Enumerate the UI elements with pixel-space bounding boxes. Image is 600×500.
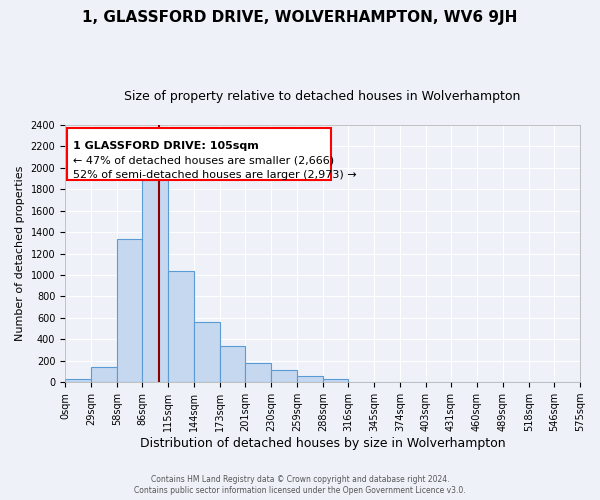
Text: 52% of semi-detached houses are larger (2,973) →: 52% of semi-detached houses are larger (… (73, 170, 357, 180)
Y-axis label: Number of detached properties: Number of detached properties (15, 166, 25, 342)
Bar (194, 322, 220, 382)
Text: ← 47% of detached houses are smaller (2,666): ← 47% of detached houses are smaller (2,… (73, 156, 334, 166)
Text: Contains HM Land Registry data © Crown copyright and database right 2024.: Contains HM Land Registry data © Crown c… (151, 475, 449, 484)
Bar (117, 238, 142, 382)
Bar (168, 271, 194, 382)
Bar (245, 364, 271, 382)
Bar (91, 367, 117, 382)
Bar (271, 370, 297, 382)
Text: 1 GLASSFORD DRIVE: 105sqm: 1 GLASSFORD DRIVE: 105sqm (73, 140, 259, 150)
X-axis label: Distribution of detached houses by size in Wolverhampton: Distribution of detached houses by size … (140, 437, 505, 450)
Title: Size of property relative to detached houses in Wolverhampton: Size of property relative to detached ho… (124, 90, 521, 103)
Bar (297, 376, 323, 382)
Text: Contains public sector information licensed under the Open Government Licence v3: Contains public sector information licen… (134, 486, 466, 495)
Bar (142, 180, 168, 382)
Bar (65, 379, 91, 382)
Bar (323, 379, 348, 382)
Bar (220, 346, 245, 382)
Text: 1, GLASSFORD DRIVE, WOLVERHAMPTON, WV6 9JH: 1, GLASSFORD DRIVE, WOLVERHAMPTON, WV6 9… (82, 10, 518, 25)
